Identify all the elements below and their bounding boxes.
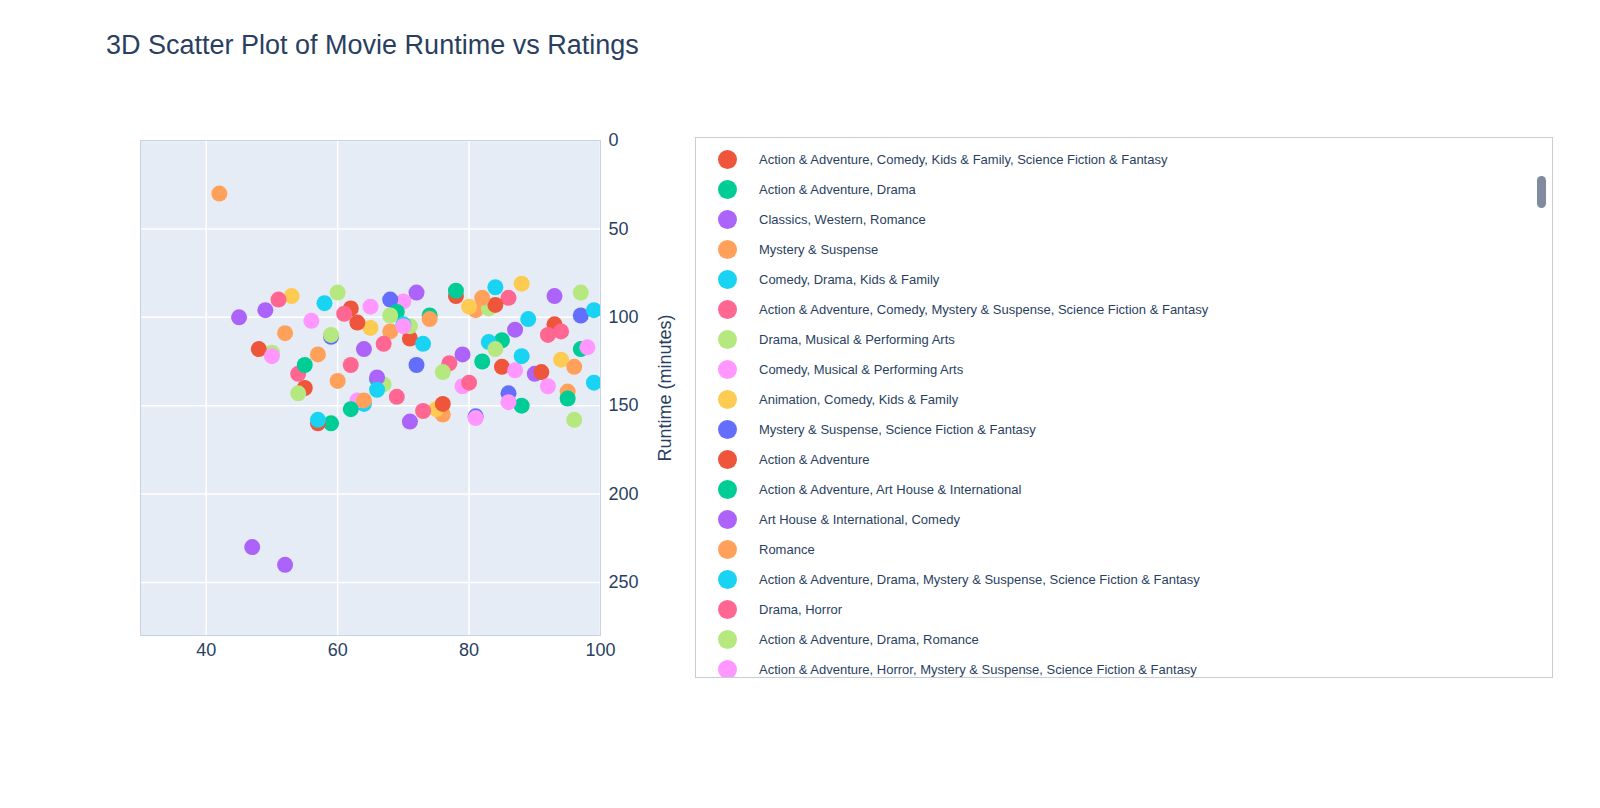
svg-text:100: 100	[609, 307, 639, 327]
html-text:Art House & International, Com: Art House & International, Comedy	[759, 511, 960, 527]
html-text:Action & Adventure, Drama: Action & Adventure, Drama	[759, 181, 916, 197]
svg-text:150: 150	[609, 395, 639, 415]
html-text:Drama, Horror: Drama, Horror	[759, 601, 843, 617]
svg-text:0: 0	[609, 130, 619, 150]
html-text:Action & Adventure, Art House: Action & Adventure, Art House & Internat…	[759, 481, 1022, 497]
svg-text:50: 50	[609, 219, 629, 239]
html-text:Classics, Western, Romance: Classics, Western, Romance	[759, 211, 926, 227]
html-text:Mystery & Suspense: Mystery & Suspense	[759, 241, 879, 257]
svg-text:100: 100	[585, 640, 615, 660]
svg-text:40: 40	[196, 640, 216, 660]
html-text:Animation, Comedy, Kids & Fami: Animation, Comedy, Kids & Family	[759, 391, 959, 407]
html-text:3D Scatter Plot of Movie Runti: 3D Scatter Plot of Movie Runtime vs Rati…	[106, 30, 639, 60]
html-text:Action & Adventure: Action & Adventure	[759, 451, 870, 467]
svg-text:Runtime (minutes): Runtime (minutes)	[655, 314, 675, 461]
html-text:Comedy, Musical & Performing A: Comedy, Musical & Performing Arts	[759, 361, 964, 377]
svg-text:200: 200	[609, 484, 639, 504]
html-text:Drama, Musical & Performing Ar: Drama, Musical & Performing Arts	[759, 331, 955, 347]
html-text:Action & Adventure, Drama, Mys: Action & Adventure, Drama, Mystery & Sus…	[759, 571, 1200, 587]
html-text:Action & Adventure, Horror, My: Action & Adventure, Horror, Mystery & Su…	[759, 661, 1197, 677]
html-text:Action & Adventure, Comedy, Ki: Action & Adventure, Comedy, Kids & Famil…	[759, 151, 1168, 167]
svg-text:80: 80	[459, 640, 479, 660]
svg-text:60: 60	[328, 640, 348, 660]
html-text:Mystery & Suspense, Science Fi: Mystery & Suspense, Science Fiction & Fa…	[759, 421, 1036, 437]
html-text:Action & Adventure, Comedy, My: Action & Adventure, Comedy, Mystery & Su…	[759, 301, 1209, 317]
svg-text:250: 250	[609, 572, 639, 592]
html-text:Action & Adventure, Drama, Rom: Action & Adventure, Drama, Romance	[759, 631, 979, 647]
html-text:Romance: Romance	[759, 541, 815, 557]
html-text:Comedy, Drama, Kids & Family: Comedy, Drama, Kids & Family	[759, 271, 940, 287]
